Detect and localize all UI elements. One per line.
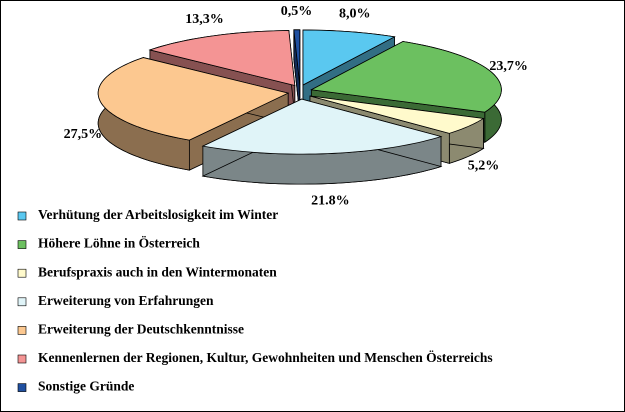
legend-label: Erweiterung von Erfahrungen <box>38 293 214 308</box>
legend-swatch <box>17 268 27 278</box>
slice <box>309 95 485 134</box>
data-label: 23,7% <box>489 59 528 74</box>
slice <box>302 29 396 86</box>
data-label: 21.8% <box>311 193 350 208</box>
slice <box>97 57 290 141</box>
legend-swatch <box>17 211 27 221</box>
slice <box>293 29 301 85</box>
legend-swatch <box>17 326 27 335</box>
slice <box>310 41 502 113</box>
legend-swatch <box>17 240 27 249</box>
legend-label: Verhütung der Arbeitslosigkeit im Winter <box>38 207 278 222</box>
legend-label: Höhere Löhne in Österreich <box>38 236 200 251</box>
legend-label: Erweiterung der Deutschkenntnisse <box>38 321 244 336</box>
data-label: 5,2% <box>468 158 500 173</box>
data-label: 27,5% <box>64 127 103 142</box>
slice <box>148 30 296 87</box>
legend-label: Kennenlernen der Regionen, Kultur, Gewoh… <box>38 350 493 365</box>
data-label: 8,0% <box>339 7 371 22</box>
data-label: 0,5% <box>281 4 313 19</box>
legend-label: Sonstige Gründe <box>38 379 134 394</box>
slice <box>201 98 443 155</box>
legend-swatch <box>17 354 27 364</box>
legend-label: Berufspraxis auch in den Wintermonaten <box>38 264 277 279</box>
data-label: 13,3% <box>185 12 224 27</box>
legend-swatch <box>17 383 27 392</box>
legend-swatch <box>17 297 27 307</box>
